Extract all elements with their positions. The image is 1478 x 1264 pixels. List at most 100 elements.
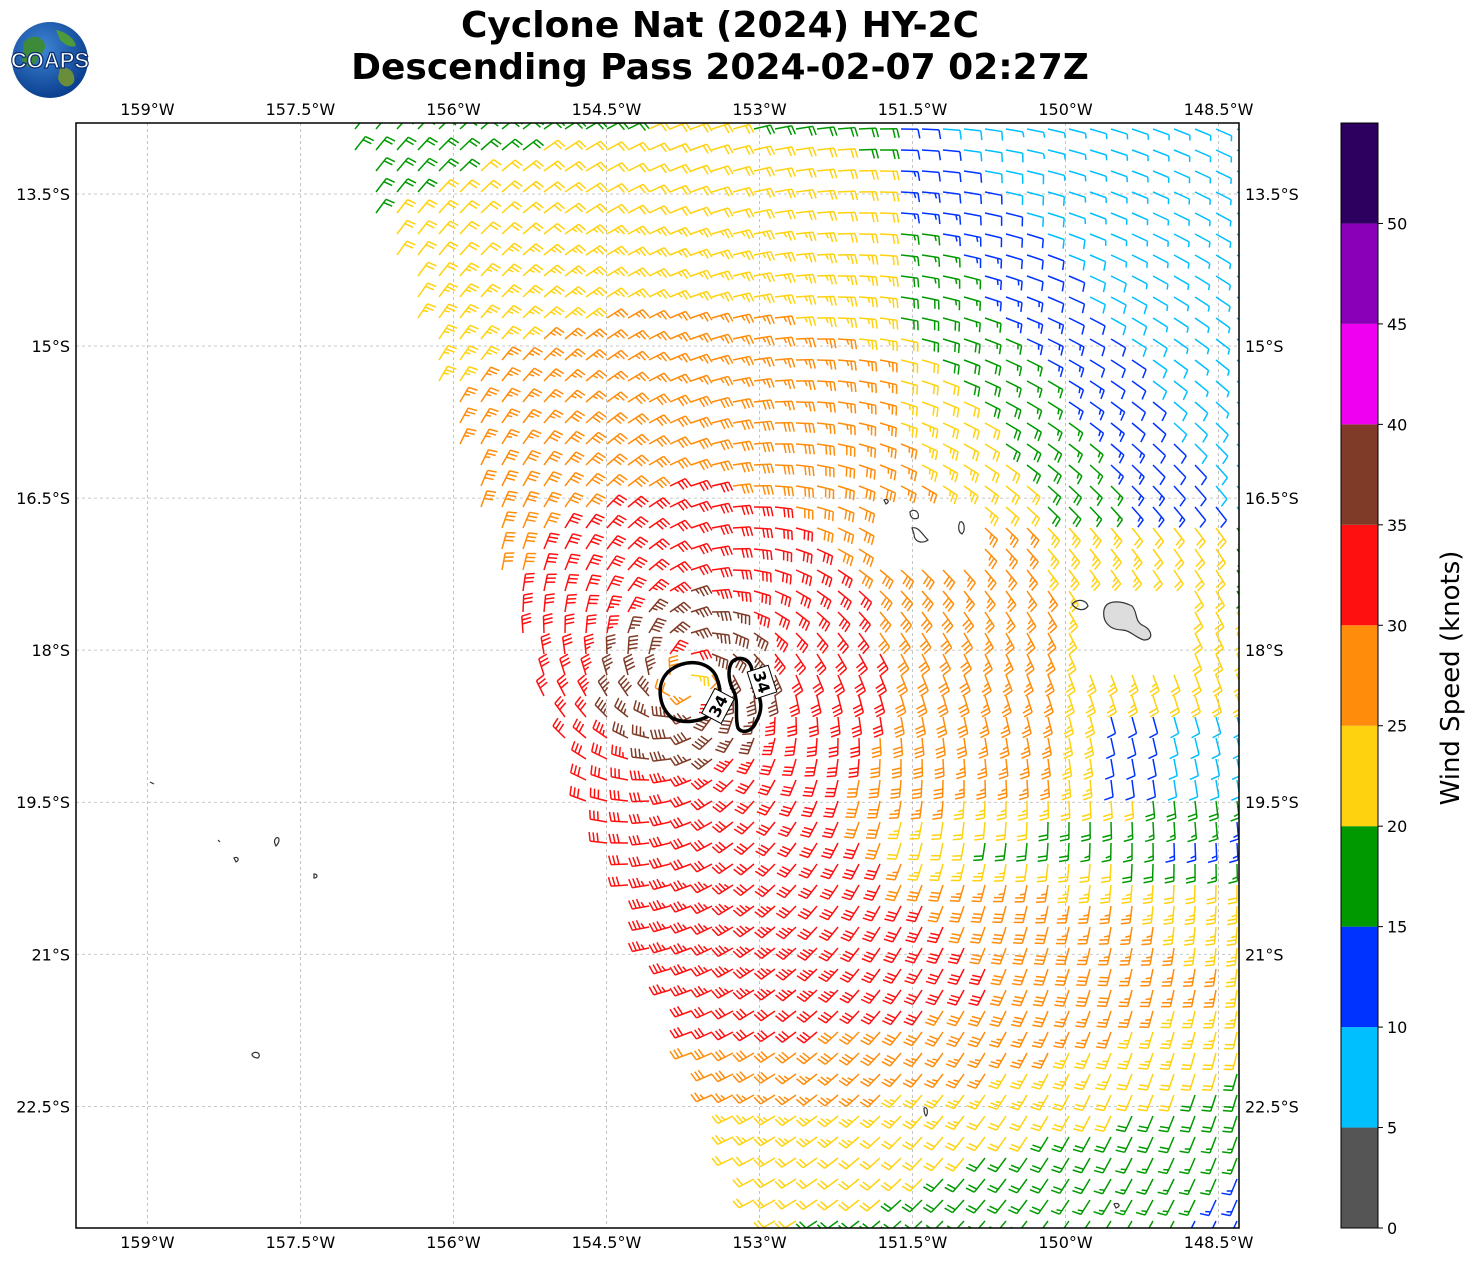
wind-barb	[732, 398, 755, 410]
wind-barb	[564, 553, 581, 571]
wind-barb	[417, 199, 438, 214]
lon-tick-label-top: 156°W	[426, 100, 481, 119]
wind-barb	[900, 464, 918, 482]
wind-barb	[1047, 380, 1064, 399]
wind-barb	[564, 223, 587, 235]
wind-barb	[900, 401, 918, 417]
wind-barb	[480, 158, 502, 172]
lat-tick-label-right: 19.5°S	[1245, 793, 1299, 812]
wind-barb	[1089, 506, 1103, 528]
wind-barb	[459, 241, 480, 256]
wind-barb	[1005, 548, 1019, 570]
wind-barb	[1215, 212, 1232, 227]
wind-barb	[774, 485, 795, 497]
wind-barb	[1173, 254, 1190, 269]
wind-barb	[459, 220, 480, 235]
wind-barb	[1047, 170, 1066, 181]
wind-barb	[1089, 275, 1107, 293]
wind-barb	[879, 485, 897, 503]
wind-barb	[774, 188, 796, 199]
wind-barb	[1005, 443, 1021, 463]
wind-barb	[690, 437, 713, 450]
wind-barb	[1005, 506, 1020, 527]
wind-barb	[1110, 254, 1128, 268]
colorbar-bin	[1341, 725, 1378, 827]
wind-barb	[501, 408, 521, 424]
wind-barb	[963, 359, 981, 376]
wind-barb	[858, 212, 879, 223]
wind-barb	[522, 429, 542, 445]
wind-barb	[459, 283, 480, 298]
wind-barb	[438, 137, 460, 151]
wind-barb	[1026, 485, 1041, 506]
colorbar-bin	[1341, 926, 1378, 1028]
wind-barb	[564, 512, 583, 529]
wind-barb	[1215, 464, 1229, 486]
wind-barb	[606, 534, 627, 550]
wind-barb	[795, 231, 817, 242]
wind-barb	[1047, 149, 1066, 160]
wind-barb	[1215, 254, 1232, 270]
lat-tick-label-right: 15°S	[1245, 337, 1284, 356]
wind-barb	[1152, 527, 1165, 549]
wind-barb	[732, 547, 753, 558]
wind-barb	[816, 548, 834, 566]
wind-barb	[1152, 401, 1167, 422]
wind-barb	[1110, 212, 1128, 225]
wind-barb	[1068, 275, 1086, 292]
wind-barb	[1026, 275, 1044, 292]
wind-barb	[795, 464, 815, 477]
wind-barb	[879, 296, 899, 309]
wind-barb	[606, 391, 629, 403]
wind-barb	[732, 376, 755, 388]
wind-barb	[732, 123, 755, 135]
wind-barb	[858, 233, 879, 244]
wind-barb	[1194, 506, 1207, 528]
wind-barb	[648, 226, 671, 237]
wind-barb	[942, 569, 956, 591]
wind-barb	[795, 527, 814, 542]
wind-barb	[1131, 233, 1149, 247]
wind-barb	[501, 159, 523, 172]
wind-barb	[816, 253, 838, 264]
wind-barb	[1068, 527, 1081, 549]
wind-barb	[690, 269, 713, 280]
wind-barb	[732, 250, 755, 261]
wind-barb	[1110, 422, 1125, 443]
wind-barb	[774, 315, 796, 326]
wind-barb	[774, 506, 794, 519]
wind-barb	[984, 233, 1003, 248]
wind-barb	[816, 295, 837, 306]
wind-barb	[858, 464, 876, 480]
wind-barb	[1005, 128, 1025, 138]
wind-barb	[438, 324, 458, 340]
wind-barb	[1005, 317, 1023, 334]
wind-barb	[1173, 359, 1189, 379]
wind-barb	[858, 317, 878, 329]
wind-barb	[900, 443, 918, 460]
wind-barb	[1047, 359, 1064, 378]
wind-barb	[1068, 380, 1085, 399]
wind-barb	[816, 189, 838, 200]
wind-barb	[837, 506, 855, 523]
wind-barb	[522, 180, 544, 193]
wind-barb	[564, 160, 587, 172]
wind-barb	[711, 396, 734, 409]
wind-barb	[816, 274, 838, 285]
wind-barb	[711, 207, 734, 218]
wind-barb	[1026, 548, 1039, 570]
wind-barb	[1089, 422, 1105, 442]
wind-barb	[900, 380, 919, 395]
wind-barb	[501, 490, 518, 508]
wind-barb	[942, 275, 961, 289]
wind-barb	[963, 422, 980, 440]
wind-barb	[501, 180, 523, 193]
wind-barb	[837, 548, 854, 567]
wind-barb	[837, 254, 858, 265]
wind-barb	[543, 222, 565, 235]
wind-barb	[816, 527, 834, 544]
wind-barb	[774, 209, 796, 220]
wind-barb	[1110, 275, 1127, 293]
wind-barb	[438, 178, 459, 193]
wind-barb	[1110, 128, 1129, 140]
